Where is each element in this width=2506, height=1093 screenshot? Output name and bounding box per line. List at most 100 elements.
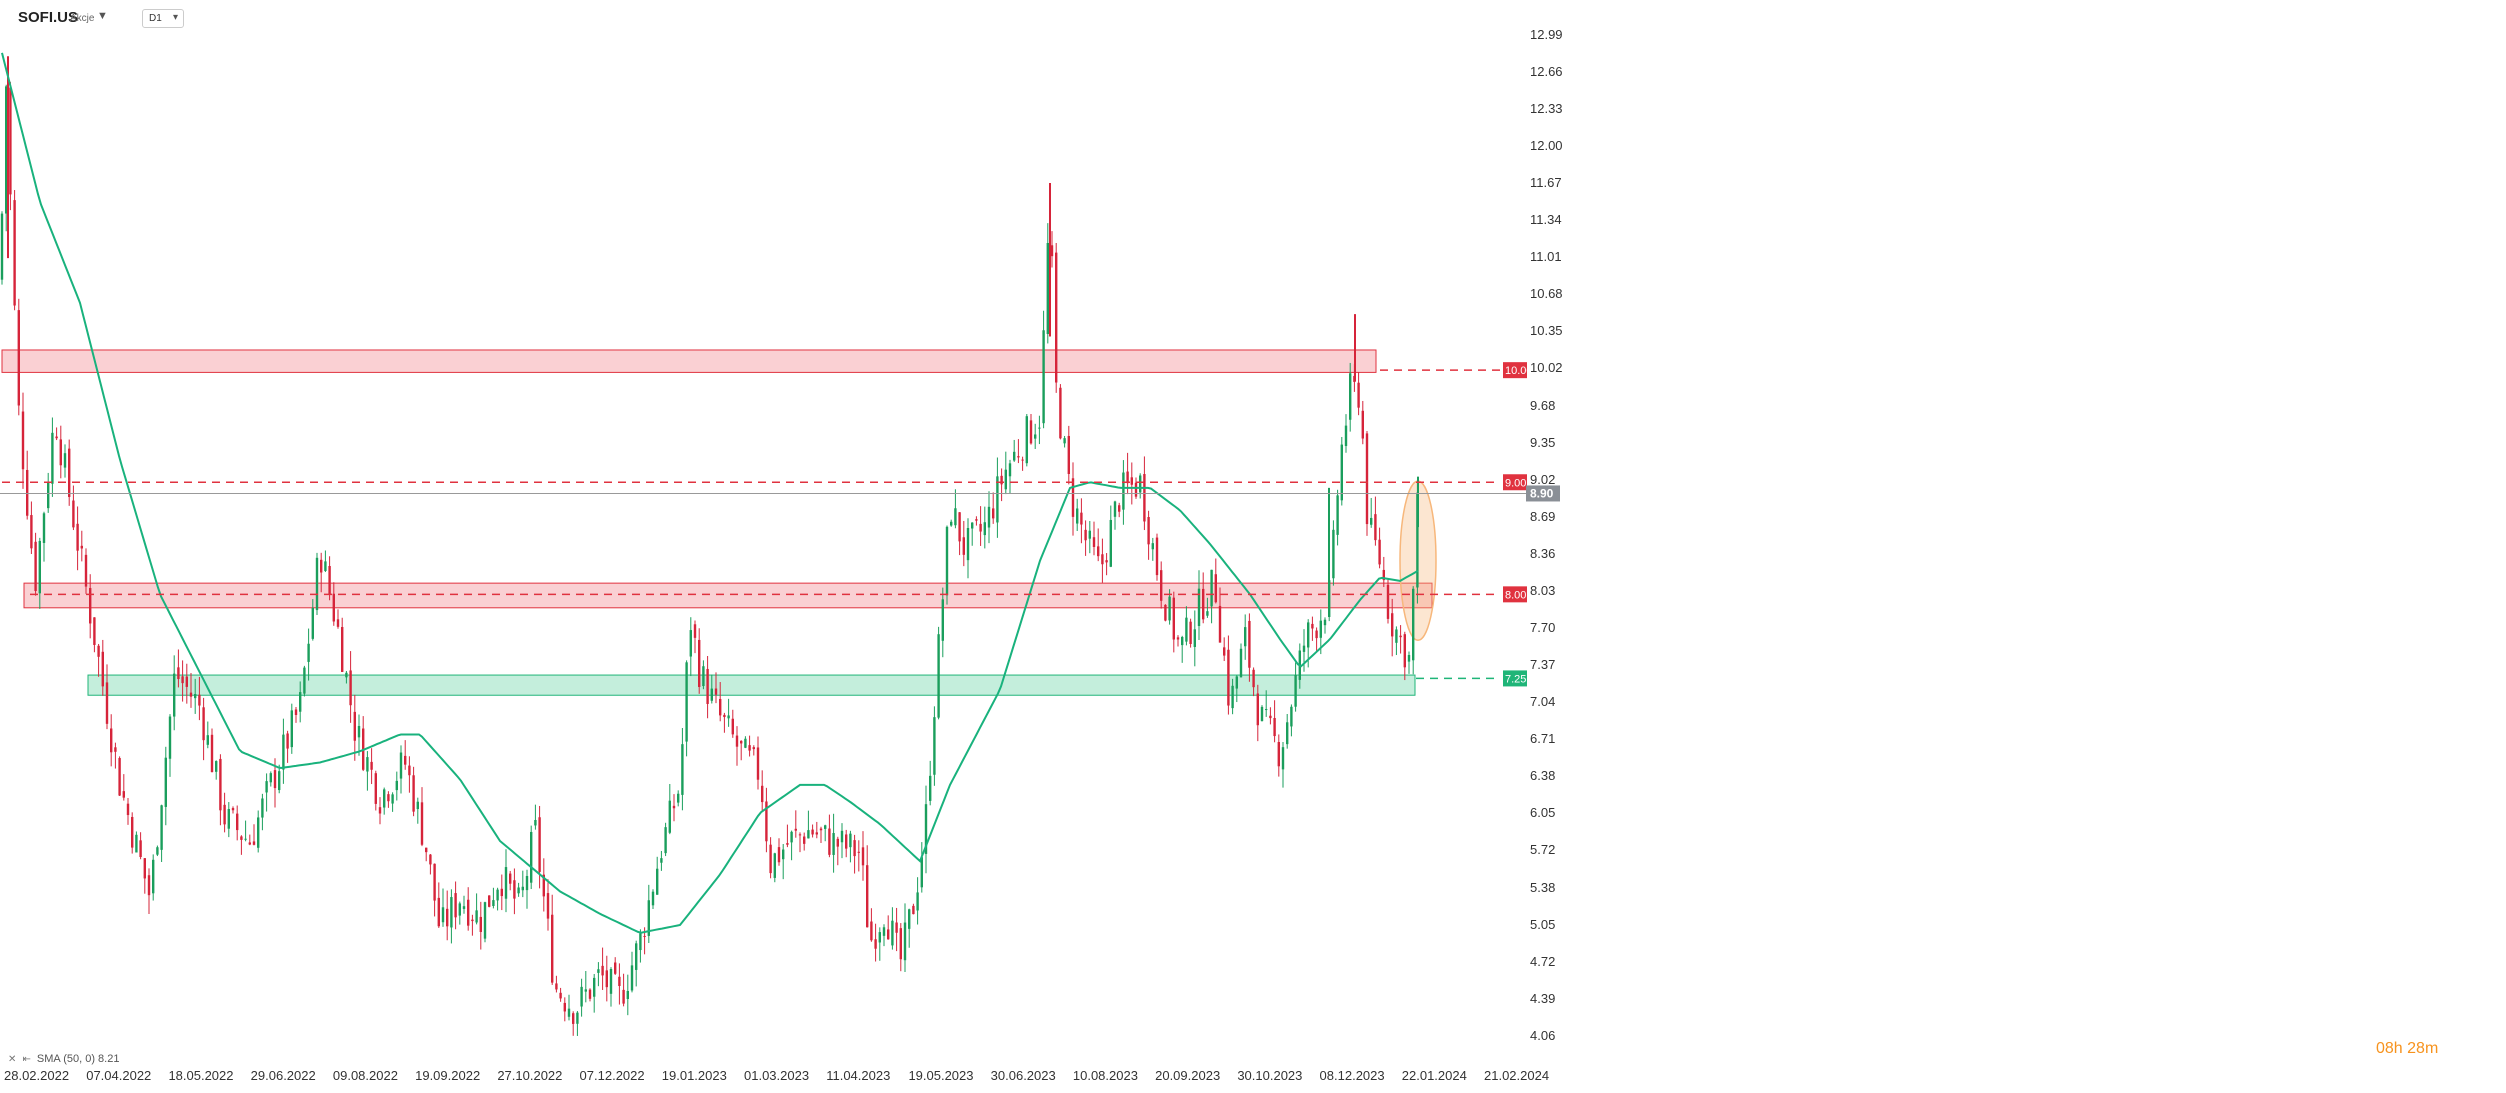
- candle-body: [357, 725, 361, 738]
- candle-body: [446, 908, 449, 927]
- candle-body: [622, 989, 625, 1004]
- y-tick-label: 7.37: [1530, 657, 1555, 672]
- candle-body: [198, 694, 201, 706]
- candle-body: [777, 847, 781, 863]
- candle-body: [1101, 554, 1104, 565]
- candle-body: [38, 540, 41, 594]
- candle-body: [706, 668, 709, 704]
- candle-body: [215, 761, 218, 772]
- timeframe-select[interactable]: D1 ▾: [142, 9, 184, 28]
- candle-body: [639, 933, 642, 951]
- candle-body: [324, 561, 327, 571]
- x-tick-label: 27.10.2022: [497, 1068, 562, 1083]
- candle-body: [656, 868, 659, 895]
- candle-body: [538, 817, 541, 872]
- candle-body: [1370, 517, 1373, 525]
- candle-body: [437, 897, 440, 927]
- candle-body: [1235, 676, 1238, 689]
- level-price-label: 7.25: [1505, 673, 1526, 685]
- candle-body: [5, 86, 8, 214]
- candle-body: [1004, 469, 1007, 490]
- candle-body: [181, 676, 184, 684]
- candle-timer: 08h 28m: [2376, 1040, 2439, 1057]
- candle-body: [727, 715, 730, 719]
- candle-body: [584, 989, 587, 992]
- symbol-type: Akcje: [70, 13, 95, 24]
- candle-body: [1332, 529, 1335, 579]
- candle-body: [903, 922, 907, 961]
- candle-body: [454, 893, 457, 918]
- candle-body: [828, 828, 831, 855]
- candle-body: [773, 853, 776, 878]
- y-tick-label: 4.06: [1530, 1028, 1555, 1043]
- close-icon[interactable]: ✕: [8, 1054, 17, 1065]
- candle-body: [996, 476, 999, 523]
- candle-body: [1042, 330, 1045, 424]
- candle-body: [1109, 519, 1112, 567]
- candle-body: [861, 847, 865, 866]
- y-tick-label: 6.05: [1530, 805, 1555, 820]
- timeframe-value: D1: [149, 13, 162, 24]
- candle-body: [597, 969, 600, 973]
- candle-body: [76, 523, 79, 551]
- candle-body: [311, 607, 314, 639]
- candle-body: [366, 757, 369, 772]
- candle-body: [378, 807, 382, 814]
- candle-body: [1034, 434, 1037, 439]
- candle-body: [761, 785, 764, 803]
- candle-body: [173, 673, 176, 717]
- candle-body: [227, 808, 230, 829]
- candle-body: [735, 735, 739, 747]
- candle-body: [836, 838, 839, 847]
- symbol-dropdown-caret-icon[interactable]: ▼: [97, 10, 108, 22]
- level-price-tag: [1503, 670, 1527, 687]
- candle-body: [261, 798, 264, 818]
- candle-body: [1391, 613, 1394, 637]
- y-tick-label: 7.70: [1530, 620, 1555, 635]
- candle-body: [231, 808, 235, 811]
- symbol-name[interactable]: SOFI.US: [18, 9, 79, 26]
- candle-body: [685, 662, 688, 742]
- candle-body: [471, 919, 474, 922]
- candle-body: [265, 781, 268, 793]
- candle-body: [1307, 622, 1310, 648]
- candle-body: [383, 789, 386, 808]
- candle-body: [1386, 584, 1390, 619]
- candle-body: [467, 899, 470, 926]
- candle-body: [572, 1013, 575, 1024]
- candle-body: [441, 907, 445, 923]
- candle-body: [635, 943, 638, 970]
- candle-body: [420, 802, 424, 845]
- candle-body: [328, 566, 331, 595]
- candle-body: [580, 986, 583, 1007]
- candle-body: [236, 813, 239, 831]
- candle-body: [1151, 543, 1154, 550]
- candle-body: [588, 989, 592, 999]
- collapse-icon[interactable]: ⇤: [22, 1054, 31, 1065]
- candle-body: [1172, 597, 1175, 640]
- candle-body: [1256, 693, 1259, 726]
- candle-body: [1164, 604, 1167, 621]
- candle-body: [689, 630, 692, 657]
- candle-body: [1139, 475, 1142, 493]
- candle-body: [1269, 715, 1272, 719]
- candle-body: [294, 709, 298, 715]
- candle-body: [202, 707, 205, 741]
- candle-body: [912, 905, 915, 915]
- candle-body: [1185, 617, 1188, 642]
- candle-body: [1059, 387, 1062, 439]
- candle-body: [47, 482, 50, 509]
- x-tick-label: 09.08.2022: [333, 1068, 398, 1083]
- candle-body: [593, 977, 596, 997]
- candle-body: [147, 875, 151, 896]
- x-tick-label: 11.04.2023: [826, 1068, 890, 1083]
- level-price-label: 10.00: [1505, 365, 1533, 377]
- candle-body: [1155, 537, 1159, 576]
- candle-body: [769, 844, 772, 874]
- resistance-zone: [1, 349, 1377, 373]
- x-tick-label: 08.12.2023: [1320, 1068, 1385, 1083]
- candle-body: [908, 909, 911, 929]
- candle-body: [1206, 611, 1209, 616]
- candle-body: [59, 439, 62, 466]
